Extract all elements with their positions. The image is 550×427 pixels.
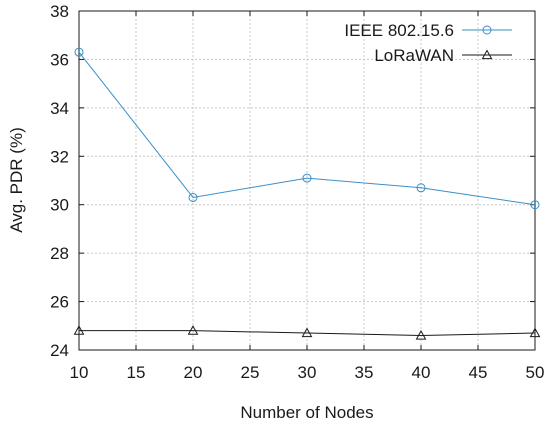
data-point bbox=[301, 327, 313, 338]
x-tick-label: 35 bbox=[355, 363, 374, 382]
data-point bbox=[188, 192, 198, 202]
x-tick-label: 15 bbox=[127, 363, 146, 382]
x-tick-label: 30 bbox=[298, 363, 317, 382]
x-tick-label: 40 bbox=[412, 363, 431, 382]
series-1 bbox=[73, 325, 541, 340]
y-tick-label: 24 bbox=[50, 341, 69, 360]
legend-item-1: LoRaWAN bbox=[374, 46, 512, 65]
x-tick-label: 10 bbox=[70, 363, 89, 382]
data-point bbox=[73, 325, 85, 335]
data-point bbox=[302, 173, 312, 183]
y-tick-label: 34 bbox=[50, 99, 69, 118]
x-tick-label: 50 bbox=[526, 363, 545, 382]
y-tick-label: 32 bbox=[50, 147, 69, 166]
series-line bbox=[78, 51, 536, 206]
y-tick-label: 28 bbox=[50, 244, 69, 263]
x-tick-label: 20 bbox=[184, 363, 203, 382]
legend-label: IEEE 802.15.6 bbox=[344, 21, 454, 40]
legend-label: LoRaWAN bbox=[374, 46, 454, 65]
y-axis-label: Avg. PDR (%) bbox=[7, 127, 26, 233]
series-line bbox=[79, 330, 536, 336]
tick-labels: 10 15 20 25 30 35 40 45 50 24 26 28 30 32 34 36 38 bbox=[50, 2, 544, 382]
data-point bbox=[415, 329, 427, 340]
y-tick-label: 36 bbox=[50, 50, 69, 69]
y-tick-label: 30 bbox=[50, 196, 69, 215]
data-point bbox=[187, 325, 199, 335]
x-tick-label: 45 bbox=[469, 363, 488, 382]
y-tick-label: 38 bbox=[50, 2, 69, 21]
y-tick-label: 26 bbox=[50, 293, 69, 312]
data-point bbox=[416, 183, 426, 193]
grid bbox=[79, 11, 535, 350]
data-point bbox=[74, 47, 84, 57]
data-point bbox=[530, 200, 540, 210]
x-axis-label: Number of Nodes bbox=[240, 403, 373, 422]
series-0 bbox=[74, 47, 540, 210]
legend-item-0: IEEE 802.15.6 bbox=[344, 21, 512, 40]
legend-marker bbox=[482, 25, 492, 35]
x-tick-label: 25 bbox=[241, 363, 260, 382]
data-point bbox=[529, 327, 541, 338]
series bbox=[73, 47, 541, 340]
legend-marker bbox=[481, 49, 493, 60]
legend: IEEE 802.15.6 LoRaWAN bbox=[344, 21, 512, 65]
